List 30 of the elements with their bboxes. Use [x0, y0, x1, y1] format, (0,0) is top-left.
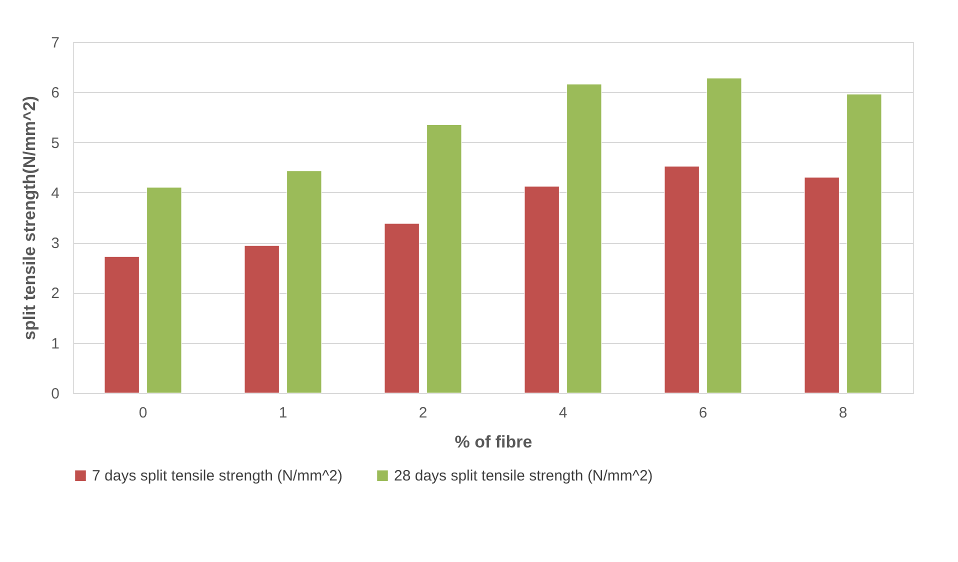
- x-tick-label: 8: [838, 404, 848, 422]
- x-tick-label: 6: [698, 404, 708, 422]
- bar: [384, 223, 420, 394]
- x-tick-label: 4: [558, 404, 568, 422]
- bar: [146, 187, 182, 394]
- y-tick-label: 0: [51, 386, 60, 402]
- y-axis-title: split tensile strength(N/mm^2): [20, 96, 40, 340]
- y-tick-label: 3: [51, 235, 60, 252]
- y-tick-label: 6: [51, 84, 60, 102]
- bar: [846, 94, 882, 394]
- x-tick-label: 0: [138, 404, 148, 422]
- bar: [286, 170, 322, 394]
- bar: [804, 177, 840, 394]
- y-tick-label: 7: [51, 34, 60, 52]
- bar: [706, 78, 742, 394]
- x-tick-label: 1: [278, 404, 288, 422]
- bar: [104, 256, 140, 394]
- legend-label: 7 days split tensile strength (N/mm^2): [92, 468, 342, 485]
- bar: [524, 186, 560, 394]
- x-tick-label: 2: [418, 404, 428, 422]
- y-tick-label: 5: [51, 134, 60, 152]
- bar: [664, 166, 700, 394]
- y-tick-label: 4: [51, 184, 60, 202]
- y-tick-label: 2: [51, 285, 60, 302]
- bar: [244, 245, 280, 394]
- bar: [426, 124, 462, 394]
- x-axis-title: % of fibre: [454, 432, 532, 452]
- y-tick-label: 1: [51, 335, 60, 352]
- bar: [566, 84, 602, 394]
- legend-label: 28 days split tensile strength (N/mm^2): [394, 468, 653, 485]
